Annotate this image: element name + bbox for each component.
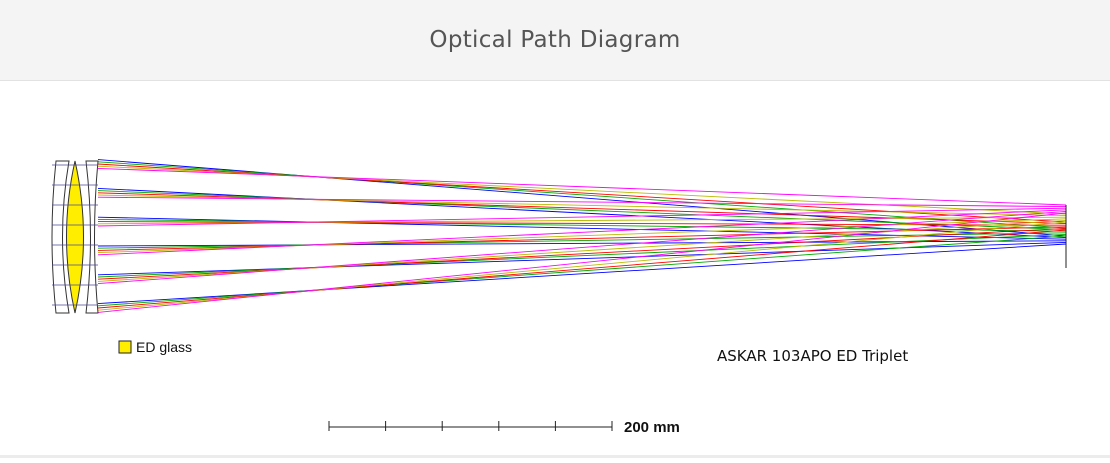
scale-bar-ticks bbox=[328, 421, 613, 431]
bottom-divider bbox=[0, 455, 1110, 458]
scale-bar-label: 200 mm bbox=[624, 419, 680, 436]
light-ray bbox=[97, 219, 1067, 282]
scale-bar: 200 mm bbox=[328, 419, 680, 436]
ed-glass-swatch bbox=[118, 340, 132, 354]
legend-label: ED glass bbox=[136, 339, 192, 355]
light-ray bbox=[97, 233, 1067, 278]
optical-path-svg: ED glass ASKAR 103APO ED Triplet 200 mm bbox=[51, 159, 1067, 436]
front-lens-element bbox=[51, 160, 70, 314]
rear-lens-element bbox=[85, 160, 99, 314]
light-ray bbox=[97, 221, 1067, 311]
light-ray bbox=[97, 196, 1067, 208]
light-ray bbox=[97, 243, 1067, 305]
lens-edge-lines bbox=[52, 164, 98, 306]
light-ray bbox=[97, 165, 1067, 215]
light-ray bbox=[97, 167, 1067, 206]
light-ray bbox=[97, 210, 1067, 285]
light-ray bbox=[97, 209, 1067, 256]
lens-assembly bbox=[51, 160, 99, 314]
page-header: Optical Path Diagram bbox=[0, 0, 1110, 81]
light-ray bbox=[97, 232, 1067, 249]
ed-glass-element bbox=[66, 160, 84, 314]
light-ray bbox=[97, 235, 1067, 307]
light-ray bbox=[97, 212, 1067, 313]
light-ray bbox=[97, 207, 1067, 227]
page-title: Optical Path Diagram bbox=[429, 27, 681, 53]
ray-bundles bbox=[97, 159, 1067, 313]
light-ray bbox=[97, 229, 1067, 309]
model-caption: ASKAR 103APO ED Triplet bbox=[717, 347, 908, 365]
optical-diagram: ED glass ASKAR 103APO ED Triplet 200 mm bbox=[0, 81, 1110, 458]
